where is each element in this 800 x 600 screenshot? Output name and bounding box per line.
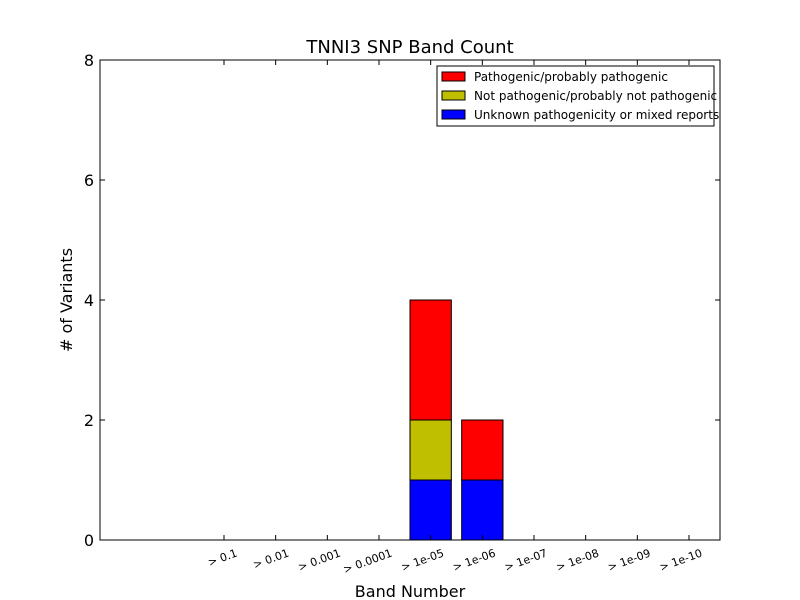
x-axis: > 0.1 > 0.01 > 0.001 > 0.0001 > 1e-05 > 1e-06…	[206, 60, 704, 576]
x-tick-label: > 0.001	[296, 547, 342, 574]
legend-swatch	[441, 71, 466, 82]
legend-entry: Not pathogenic/probably not pathogenic	[474, 89, 717, 103]
bar-1-4	[409, 419, 452, 481]
y-tick-label: 4	[84, 291, 94, 310]
bar-0-5	[461, 479, 504, 541]
x-tick-label: > 1e-08	[554, 547, 600, 574]
bar-2-4	[409, 299, 452, 421]
y-axis: 0 2 4 6 8	[84, 51, 720, 550]
x-axis-label: Band Number	[355, 582, 466, 600]
x-tick-label: > 1e-10	[658, 547, 704, 574]
legend-swatch	[441, 90, 466, 101]
x-tick-label: > 1e-06	[451, 547, 497, 574]
legend-box	[436, 65, 715, 127]
chart-title: TNNI3 SNP Band Count	[305, 37, 513, 58]
y-axis-label: # of Variants	[57, 248, 76, 352]
bar-0-4	[409, 479, 452, 541]
legend-swatch	[441, 109, 466, 120]
bars-layer	[409, 299, 504, 541]
y-tick-label: 6	[84, 171, 94, 190]
x-tick-label: > 1e-09	[606, 547, 652, 574]
x-tick-label: > 0.01	[251, 547, 290, 572]
y-tick-label: 8	[84, 51, 94, 70]
x-tick-label: > 0.1	[206, 547, 239, 570]
legend-entry: Pathogenic/probably pathogenic	[474, 70, 668, 84]
legend-entry: Unknown pathogenicity or mixed reports	[474, 108, 719, 122]
bar-2-5	[461, 419, 504, 481]
x-tick-label: > 1e-05	[399, 547, 445, 574]
legend: Pathogenic/probably pathogenic Not pathog…	[436, 65, 719, 127]
x-tick-label: > 1e-07	[503, 547, 549, 574]
x-tick-label: > 0.0001	[341, 547, 394, 577]
y-tick-label: 2	[84, 411, 94, 430]
y-tick-label: 0	[84, 531, 94, 550]
